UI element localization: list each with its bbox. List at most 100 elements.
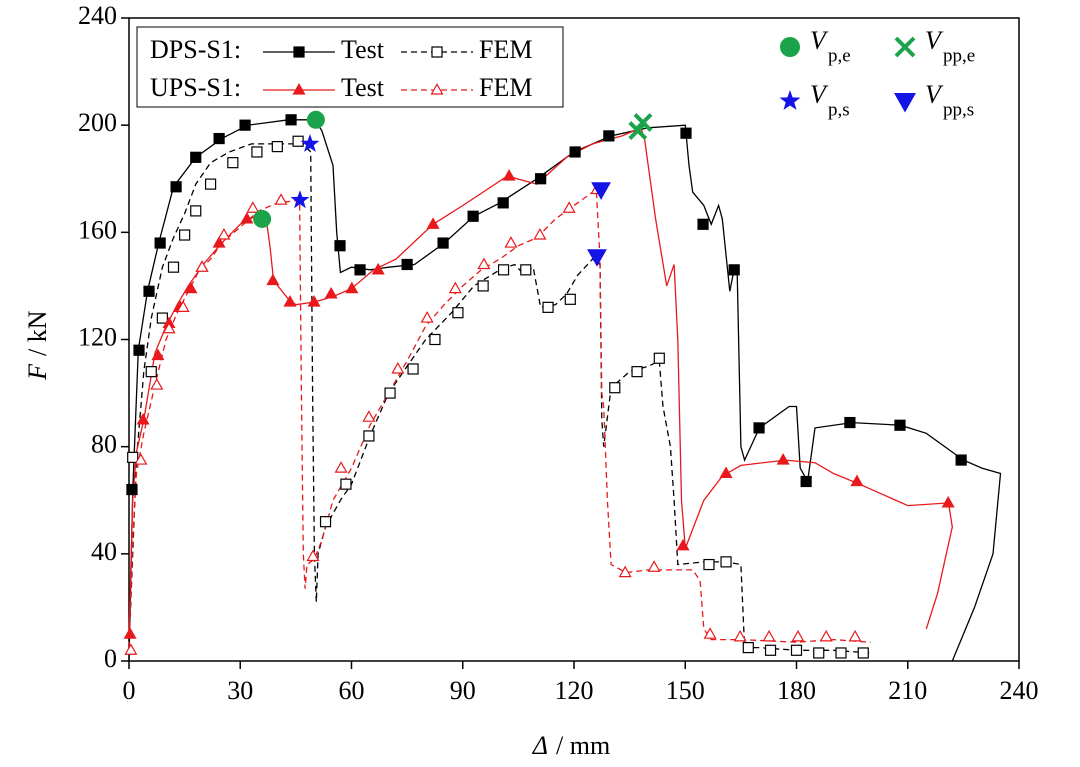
series-marker — [452, 307, 464, 319]
special-point — [253, 209, 272, 228]
legend-box — [136, 26, 564, 108]
legend-marker — [430, 83, 444, 95]
y-tick-label: 0 — [104, 644, 117, 673]
series-marker — [184, 281, 198, 294]
series-marker — [266, 273, 280, 286]
x-tick-label: 0 — [123, 676, 136, 705]
series-marker — [143, 285, 155, 297]
series-marker — [504, 236, 518, 248]
series-marker — [533, 228, 547, 240]
series-marker — [835, 647, 847, 659]
series-marker — [762, 629, 776, 642]
series-marker — [136, 412, 150, 425]
series-marker — [285, 114, 297, 126]
series-marker — [212, 236, 226, 248]
x-tick-label: 30 — [227, 676, 253, 705]
series-marker — [776, 453, 790, 465]
series-marker — [246, 201, 260, 213]
series-marker — [894, 419, 906, 431]
series-marker — [123, 627, 137, 639]
series-marker — [240, 211, 254, 224]
series-marker — [217, 228, 231, 240]
series-marker — [150, 378, 164, 390]
series-marker — [363, 430, 375, 442]
y-tick-label: 40 — [91, 537, 117, 566]
series-marker — [179, 229, 191, 241]
series-marker — [407, 363, 419, 375]
legend-label: Test — [341, 73, 385, 102]
series-marker — [190, 205, 202, 217]
series-marker — [170, 181, 182, 193]
series-marker — [437, 237, 449, 249]
series-marker — [800, 475, 812, 488]
series-marker — [167, 261, 180, 273]
series-marker — [697, 218, 709, 230]
series-marker — [251, 146, 263, 158]
series-marker — [676, 538, 690, 551]
y-tick-label: 240 — [78, 1, 117, 30]
series-marker — [941, 495, 955, 508]
legend-marker — [431, 46, 443, 58]
series-marker — [719, 466, 733, 479]
series-marker — [562, 201, 576, 213]
series-marker — [720, 556, 732, 568]
series-marker — [790, 644, 803, 656]
y-axis-symbol: F — [23, 363, 52, 381]
special-point — [591, 182, 611, 200]
special-point — [633, 113, 653, 132]
series-marker — [145, 366, 157, 378]
series-marker — [647, 560, 661, 572]
series-marker — [227, 157, 239, 169]
series-marker — [426, 217, 440, 229]
x-tick-label: 150 — [666, 676, 705, 705]
legend-marker — [894, 36, 916, 58]
series-marker — [162, 321, 176, 334]
legend-marker — [780, 37, 800, 57]
plot-frame — [128, 17, 1020, 662]
series-marker — [319, 516, 332, 528]
y-tick-label: 160 — [78, 215, 117, 244]
x-tick-label: 90 — [450, 676, 476, 705]
series-marker — [618, 565, 632, 578]
series-marker — [542, 301, 554, 313]
special-point — [587, 249, 607, 267]
series-marker — [603, 130, 615, 142]
legend-subscript: p,s — [828, 99, 850, 120]
x-tick-label: 210 — [888, 676, 927, 705]
series-marker — [819, 629, 833, 642]
legend-marker — [293, 46, 305, 58]
y-tick-label: 200 — [78, 108, 117, 137]
series-marker — [362, 410, 376, 422]
series-marker — [728, 264, 740, 276]
series-marker — [401, 258, 413, 271]
x-axis-symbol: Δ — [532, 731, 548, 760]
series-marker — [733, 629, 747, 642]
legend-symbol: V — [925, 26, 944, 55]
series-marker — [564, 293, 576, 305]
series-marker — [195, 260, 209, 272]
series-marker — [324, 286, 338, 299]
series-marker — [307, 295, 321, 307]
series-marker — [631, 366, 643, 378]
series-marker — [126, 483, 138, 496]
series-marker — [477, 257, 491, 270]
series-marker — [283, 295, 297, 307]
legend-symbol: V — [925, 80, 944, 109]
series-marker — [334, 240, 346, 252]
series-marker — [653, 352, 665, 364]
series-marker — [429, 333, 441, 346]
special-point — [300, 134, 320, 152]
series-marker — [420, 311, 434, 323]
y-tick-label: 80 — [91, 430, 117, 459]
x-axis-unit: / mm — [556, 731, 610, 760]
series-marker — [764, 644, 777, 656]
series-marker — [703, 627, 717, 639]
series-marker — [813, 647, 825, 659]
series-marker — [151, 348, 165, 361]
series-marker — [391, 361, 405, 374]
series-marker — [467, 210, 479, 222]
series-marker — [742, 642, 754, 654]
series-marker — [850, 474, 864, 487]
series-marker — [680, 127, 692, 139]
series-marker — [190, 151, 202, 163]
